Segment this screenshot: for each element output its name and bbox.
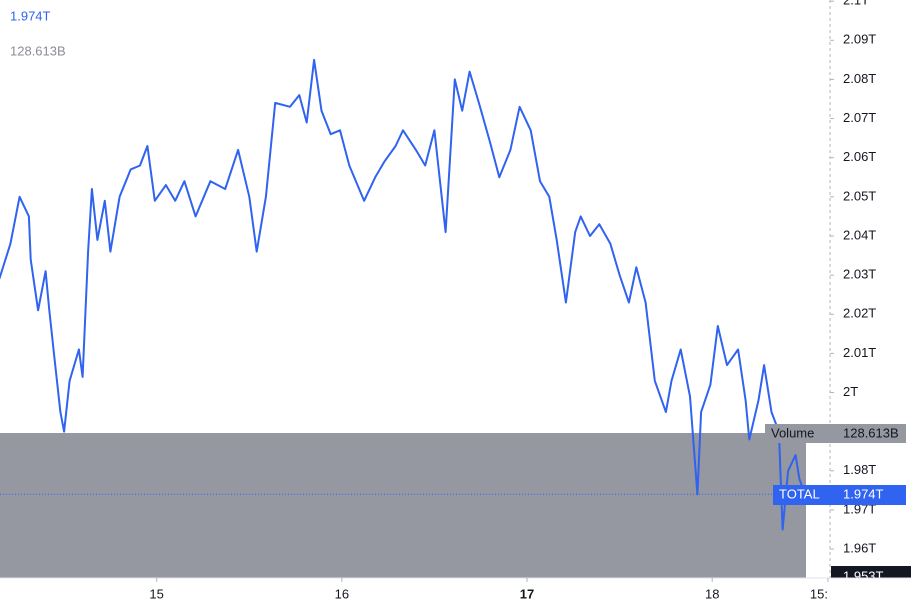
y-tick-label: 2.05T [843,188,876,203]
volume-value: 128.613B [843,425,899,440]
x-tick-label: 15: [810,586,828,601]
total-label-box [773,485,906,505]
price-line [0,58,806,531]
volume-name: Volume [771,425,814,440]
x-tick-label: 18 [705,586,719,601]
x-tick-label: 16 [335,586,349,601]
y-tick-label: 2.06T [843,149,876,164]
y-tick-label: 2.1T [843,0,869,8]
total-name: TOTAL [779,486,820,501]
y-tick-label: 2.01T [843,345,876,360]
y-tick-label: 1.98T [843,462,876,477]
y-tick-label: 2.03T [843,267,876,282]
y-tick-label: 2.09T [843,32,876,47]
volume-bar [0,433,806,578]
x-axis-area [0,578,911,611]
y-tick-label: 2.07T [843,110,876,125]
total-value: 1.974T [843,486,884,501]
y-tick-label: 2.02T [843,306,876,321]
header-total: 1.974T [10,8,51,23]
x-tick-label: 17 [520,586,534,601]
y-tick-label: 1.96T [843,540,876,555]
y-tick-label: 2.08T [843,71,876,86]
x-tick-label: 15 [149,586,163,601]
y-tick-label: 2T [843,384,858,399]
y-tick-label: 2.04T [843,227,876,242]
volume-label-box [765,424,906,443]
y-tick-label: 1.97T [843,501,876,516]
header-volume: 128.613B [10,43,66,58]
